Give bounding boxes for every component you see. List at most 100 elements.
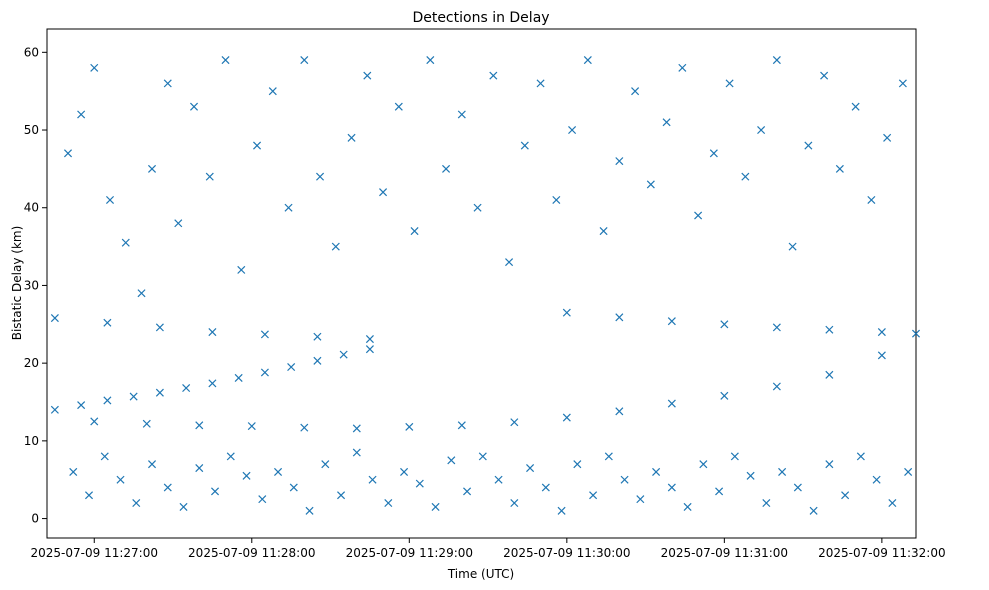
data-point-x-marker — [678, 63, 687, 72]
x-marker-stroke-b — [179, 502, 188, 511]
data-point-x-marker — [562, 413, 571, 422]
x-marker-stroke-b — [384, 499, 393, 508]
x-marker-stroke-b — [247, 422, 256, 431]
x-marker-stroke-b — [457, 421, 466, 430]
x-marker-stroke-b — [195, 464, 204, 473]
x-marker-stroke-b — [442, 164, 451, 173]
data-point-x-marker — [431, 502, 440, 511]
data-point-x-marker — [100, 452, 109, 461]
chart-title: Detections in Delay — [412, 10, 549, 26]
x-marker-stroke-b — [667, 399, 676, 408]
data-point-x-marker — [321, 460, 330, 469]
x-marker-stroke-b — [841, 491, 850, 500]
data-point-x-marker — [793, 483, 802, 492]
data-point-x-marker — [778, 467, 787, 476]
data-point-x-marker — [305, 506, 314, 515]
x-marker-stroke-b — [725, 79, 734, 88]
data-point-x-marker — [121, 238, 130, 247]
x-marker-stroke-b — [260, 368, 269, 377]
data-point-x-marker — [715, 487, 724, 496]
x-marker-stroke-b — [84, 491, 94, 500]
data-point-x-marker — [300, 56, 309, 65]
x-marker-stroke-b — [77, 401, 86, 410]
data-point-x-marker — [234, 373, 243, 382]
x-marker-stroke-b — [825, 325, 834, 334]
data-point-x-marker — [363, 71, 372, 80]
x-marker-stroke-b — [720, 320, 729, 329]
data-point-x-marker — [352, 448, 361, 457]
x-marker-stroke-b — [129, 392, 138, 401]
x-marker-stroke-b — [872, 475, 881, 484]
data-point-x-marker — [762, 499, 771, 508]
data-point-x-marker — [347, 133, 356, 142]
data-point-x-marker — [226, 452, 235, 461]
x-marker-stroke-b — [463, 487, 472, 496]
data-point-x-marker — [210, 487, 220, 496]
data-point-x-marker — [426, 56, 435, 65]
data-point-x-marker — [904, 467, 913, 476]
data-point-x-marker — [260, 330, 269, 339]
data-point-x-marker — [877, 351, 886, 360]
data-point-x-marker — [463, 487, 472, 496]
data-point-x-marker — [851, 102, 860, 111]
x-marker-stroke-b — [147, 460, 157, 469]
x-marker-stroke-b — [457, 110, 466, 119]
data-point-x-marker — [289, 483, 298, 492]
data-point-x-marker — [615, 407, 624, 416]
data-point-x-marker — [510, 499, 519, 508]
x-marker-stroke-b — [631, 87, 640, 96]
data-point-x-marker — [557, 506, 566, 515]
x-tick-label: 2025-07-09 11:32:00 — [818, 546, 945, 560]
data-point-x-marker — [105, 195, 115, 204]
y-tick-label: 40 — [24, 201, 39, 215]
x-marker-stroke-b — [274, 467, 283, 476]
data-point-x-marker — [50, 314, 59, 323]
data-point-x-marker — [772, 323, 781, 332]
x-marker-stroke-b — [883, 133, 892, 142]
data-point-x-marker — [604, 452, 613, 461]
data-point-x-marker — [562, 308, 571, 317]
x-marker-stroke-b — [182, 383, 191, 393]
data-point-x-marker — [841, 491, 850, 500]
x-marker-stroke-b — [478, 452, 487, 461]
x-marker-stroke-b — [552, 195, 561, 204]
data-point-x-marker — [368, 475, 377, 484]
data-point-x-marker — [77, 401, 86, 410]
data-point-x-marker — [599, 227, 608, 236]
x-marker-stroke-b — [337, 491, 346, 500]
x-marker-stroke-b — [253, 141, 262, 150]
y-tick-label: 60 — [24, 45, 39, 59]
x-marker-stroke-b — [730, 452, 739, 461]
x-marker-stroke-b — [163, 483, 172, 492]
x-marker-stroke-b — [520, 141, 529, 150]
plot-frame — [46, 28, 917, 539]
x-marker-stroke-b — [825, 460, 834, 469]
data-point-x-marker — [442, 164, 451, 173]
x-marker-stroke-b — [155, 323, 164, 332]
x-marker-stroke-b — [405, 422, 414, 431]
data-point-x-marker — [615, 313, 624, 322]
x-marker-stroke-b — [615, 157, 624, 166]
x-marker-stroke-b — [352, 424, 361, 433]
x-marker-stroke-b — [694, 211, 703, 220]
data-point-x-marker — [205, 172, 214, 181]
x-marker-stroke-b — [103, 318, 112, 327]
x-marker-stroke-b — [121, 238, 130, 247]
x-marker-stroke-b — [103, 396, 112, 405]
data-point-x-marker — [300, 423, 309, 432]
data-point-x-marker — [636, 495, 645, 504]
x-tick-label: 2025-07-09 11:31:00 — [661, 546, 788, 560]
x-marker-stroke-b — [189, 102, 199, 111]
data-point-x-marker — [313, 332, 322, 341]
x-marker-stroke-b — [394, 102, 403, 111]
x-marker-stroke-b — [163, 79, 172, 88]
x-marker-stroke-b — [541, 483, 550, 492]
data-point-x-marker — [825, 325, 834, 334]
data-point-x-marker — [221, 56, 230, 65]
x-marker-stroke-b — [234, 373, 243, 382]
data-point-x-marker — [820, 71, 829, 80]
x-marker-stroke-b — [237, 265, 246, 274]
data-point-x-marker — [835, 164, 844, 173]
points-layer — [50, 56, 921, 515]
data-point-x-marker — [316, 172, 325, 181]
